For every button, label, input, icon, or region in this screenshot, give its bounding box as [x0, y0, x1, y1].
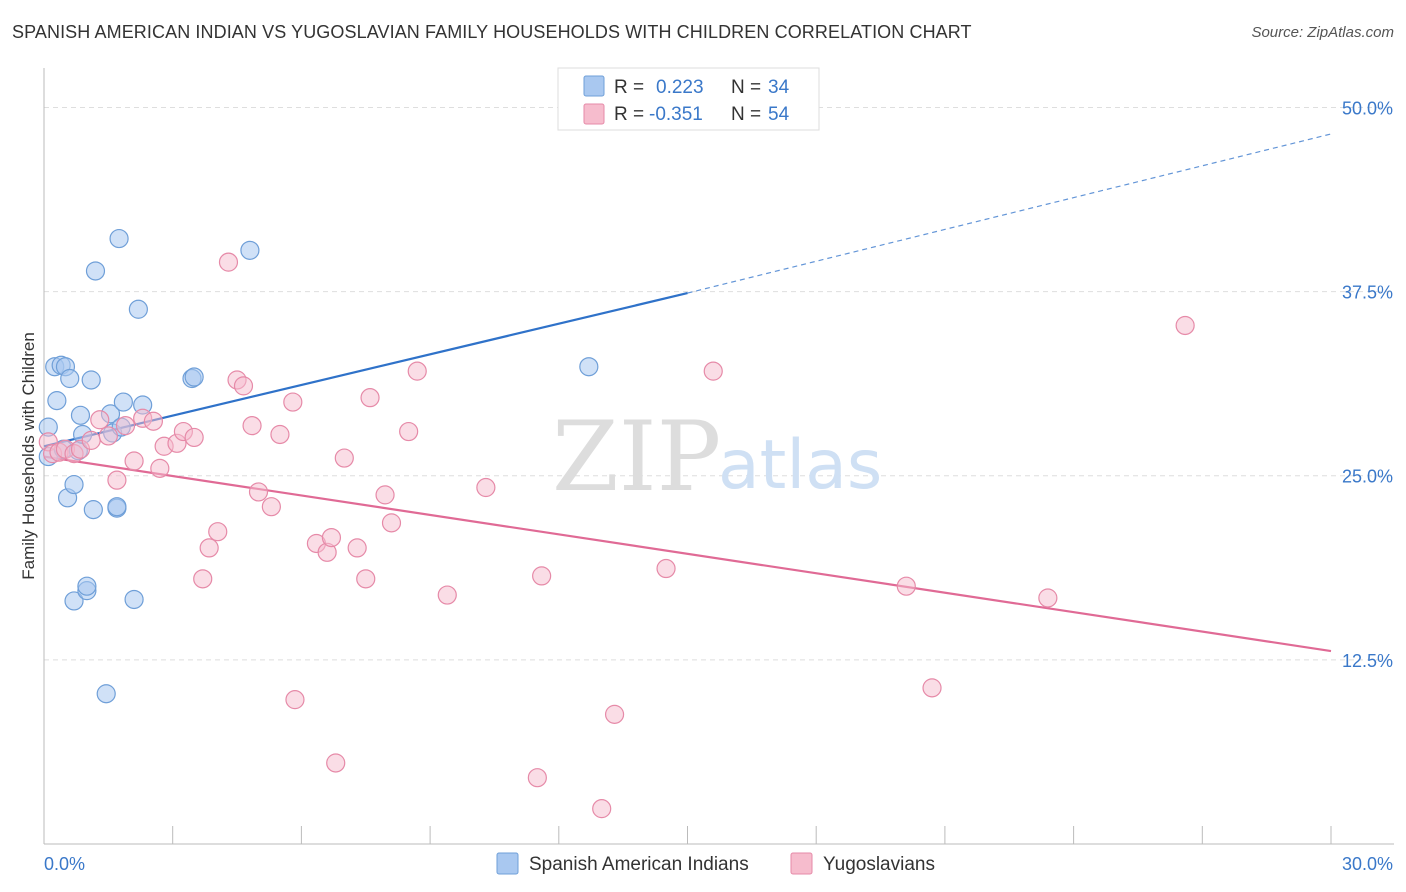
legend-r-value: 0.223 [656, 77, 704, 98]
data-point [347, 538, 367, 558]
series-swatch-yugoslavians [790, 852, 813, 875]
legend-n-label: N = [731, 77, 761, 98]
y-tick-label: 12.5% [1342, 651, 1393, 671]
data-point [437, 585, 457, 605]
tick-labels: 12.5% 25.0% 37.5% 50.0% 0.0% 30.0% [44, 98, 1393, 874]
series-label-yugoslavians: Yugoslavians [823, 854, 935, 875]
data-point [113, 392, 133, 412]
data-point [81, 430, 101, 450]
y-axis-title: Family Households with Children [19, 332, 38, 580]
data-point [326, 753, 346, 773]
data-point [233, 376, 254, 396]
data-point [527, 768, 547, 788]
data-point [124, 589, 144, 610]
data-point [218, 252, 239, 272]
data-point [107, 470, 127, 490]
data-point [356, 569, 376, 589]
x-tick-label-max: 30.0% [1342, 854, 1393, 874]
data-point [1175, 315, 1195, 336]
data-point [109, 228, 129, 249]
data-point [107, 497, 127, 517]
data-point [261, 497, 281, 517]
data-point [96, 684, 116, 704]
data-point [184, 367, 204, 387]
data-point [143, 411, 163, 431]
data-point [375, 485, 395, 505]
data-point [208, 522, 228, 542]
data-point [1038, 588, 1058, 608]
data-point [47, 391, 67, 411]
data-point [60, 368, 80, 389]
y-tick-label: 50.0% [1342, 98, 1393, 118]
watermark-zip: ZIP [552, 401, 721, 513]
data-point [407, 361, 427, 381]
data-point [604, 704, 625, 724]
series-yugoslavians [38, 252, 1195, 819]
watermark: ZIP atlas [552, 401, 882, 513]
data-point [579, 357, 599, 377]
data-point [64, 591, 84, 611]
data-point [922, 678, 942, 698]
data-point [270, 424, 290, 445]
data-point [381, 513, 402, 533]
legend-r-value: -0.351 [649, 104, 703, 125]
data-point [115, 416, 136, 436]
data-point [248, 482, 269, 502]
trend-line-extension [687, 133, 1332, 294]
x-tick-label-min: 0.0% [44, 854, 85, 874]
data-point [64, 474, 84, 495]
data-point [896, 576, 916, 596]
watermark-atlas: atlas [718, 426, 882, 505]
legend-r-label: R = [614, 77, 644, 98]
data-point [150, 458, 170, 478]
data-point [360, 388, 380, 408]
data-point [592, 799, 612, 819]
series-spanish-american-indians [38, 228, 599, 704]
data-point [124, 451, 144, 471]
legend-swatch-blue [583, 75, 605, 97]
data-point [703, 361, 723, 381]
data-point [283, 392, 303, 412]
data-point [128, 299, 148, 319]
chart-title: SPANISH AMERICAN INDIAN VS YUGOSLAVIAN F… [12, 22, 972, 42]
data-point [70, 405, 91, 425]
data-point [532, 566, 552, 586]
y-tick-label: 37.5% [1342, 283, 1393, 303]
series-label-spanish-american-indians: Spanish American Indians [529, 854, 749, 875]
legend-n-label: N = [731, 104, 761, 125]
data-point [184, 427, 204, 448]
data-point [83, 500, 103, 520]
data-point [476, 477, 496, 498]
series-swatch-spanish-american-indians [496, 852, 519, 875]
data-point [199, 538, 219, 558]
y-tick-label: 25.0% [1342, 467, 1393, 487]
legend-n-value: 54 [768, 104, 790, 125]
chart-source: Source: ZipAtlas.com [1251, 24, 1394, 41]
data-point [81, 370, 101, 390]
legend-r-label: R = [614, 104, 644, 125]
data-points [38, 228, 1195, 819]
data-point [85, 261, 106, 281]
data-point [77, 576, 97, 596]
data-point [242, 416, 262, 436]
data-point [90, 410, 110, 430]
data-point [656, 558, 676, 579]
data-point [240, 240, 260, 260]
grid-lines [44, 106, 1394, 661]
data-point [193, 569, 213, 589]
data-point [334, 448, 354, 468]
data-point [399, 421, 419, 442]
series-legend: Spanish American Indians Yugoslavians [496, 852, 935, 875]
legend-swatch-pink [583, 103, 605, 125]
data-point [98, 426, 118, 446]
legend-n-value: 34 [768, 77, 790, 98]
data-point [321, 527, 342, 548]
data-point [285, 690, 305, 710]
legend-box: R = 0.223 N = 34 R = -0.351 N = 54 [557, 67, 820, 131]
